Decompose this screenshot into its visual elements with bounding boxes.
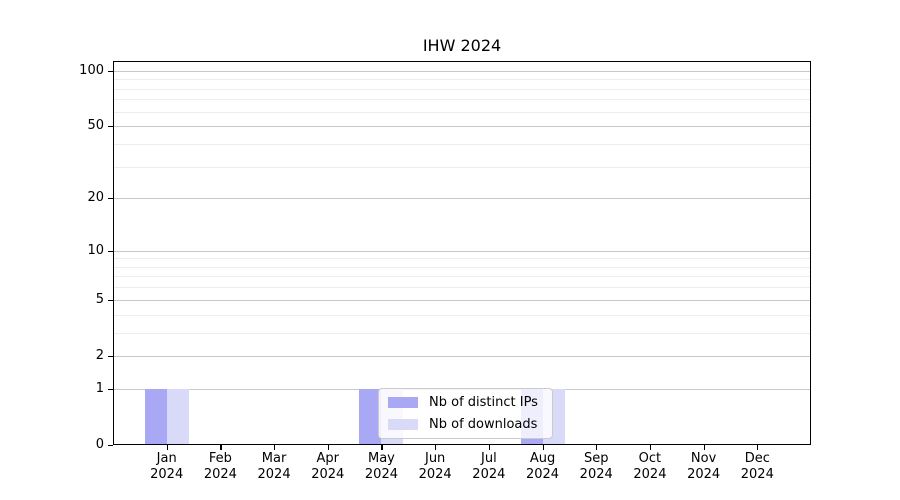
x-tick-label: Jan 2024	[150, 451, 184, 482]
minor-gridline	[113, 258, 811, 260]
x-tick-mark	[488, 445, 491, 450]
minor-gridline	[113, 266, 811, 268]
y-tick-mark	[108, 198, 113, 200]
x-tick-label: Apr 2024	[311, 451, 345, 482]
x-tick-label: Jul 2024	[472, 451, 506, 482]
y-tick-label: 50	[87, 118, 104, 134]
minor-gridline	[113, 99, 811, 101]
bar-downloads	[166, 388, 189, 445]
x-tick-mark	[327, 445, 329, 450]
major-gridline	[113, 355, 811, 357]
major-gridline	[113, 70, 811, 72]
x-tick-mark	[220, 445, 222, 450]
x-tick-label: Jun 2024	[418, 451, 452, 482]
minor-gridline	[113, 111, 811, 113]
minor-gridline	[113, 276, 811, 278]
x-tick-mark	[166, 445, 168, 450]
legend-swatch-distinct-ips	[388, 397, 418, 408]
x-tick-label: Nov 2024	[687, 451, 721, 482]
legend-label: Nb of distinct IPs	[429, 395, 538, 410]
x-tick-mark	[596, 445, 598, 450]
x-tick-label: May 2024	[364, 451, 398, 482]
bar-distinct-ips	[359, 388, 382, 445]
y-tick-label: 20	[87, 190, 104, 206]
y-tick-mark	[108, 388, 113, 390]
legend: Nb of distinct IPs Nb of downloads	[378, 388, 553, 439]
x-tick-mark	[435, 445, 437, 450]
minor-gridline	[113, 287, 811, 289]
x-tick-label: Feb 2024	[203, 451, 237, 482]
y-tick-mark	[108, 126, 113, 128]
legend-swatch-downloads	[388, 419, 418, 430]
major-gridline	[113, 126, 811, 128]
x-tick-label: Oct 2024	[633, 451, 667, 482]
x-tick-mark	[649, 445, 652, 450]
y-tick-label: 0	[95, 437, 104, 452]
y-tick-mark	[108, 299, 113, 301]
x-tick-label: Dec 2024	[740, 451, 774, 482]
minor-gridline	[113, 314, 811, 316]
bar-distinct-ips	[144, 388, 167, 445]
x-tick-mark	[757, 445, 759, 450]
x-tick-mark	[542, 445, 544, 450]
y-tick-mark	[108, 355, 113, 358]
x-tick-mark	[381, 445, 383, 450]
major-gridline	[113, 198, 811, 200]
chart-title: IHW 2024	[422, 36, 502, 55]
y-tick-label: 10	[87, 242, 104, 258]
y-tick-label: 1	[95, 380, 104, 396]
minor-gridline	[113, 79, 811, 81]
y-tick-label: 2	[95, 347, 104, 363]
minor-gridline	[113, 166, 811, 168]
x-tick-mark	[703, 445, 705, 450]
minor-gridline	[113, 88, 811, 90]
major-gridline	[113, 299, 811, 301]
major-gridline	[113, 250, 811, 252]
x-tick-label: Aug 2024	[525, 451, 560, 482]
x-tick-label: Sep 2024	[579, 451, 613, 482]
x-tick-label: Mar 2024	[257, 451, 291, 482]
y-tick-mark	[108, 70, 113, 72]
legend-row: Nb of downloads	[388, 417, 543, 432]
plot-area	[113, 61, 811, 445]
x-tick-mark	[274, 445, 276, 450]
y-tick-mark	[108, 445, 113, 447]
legend-row: Nb of distinct IPs	[388, 395, 543, 410]
y-tick-mark	[108, 250, 113, 252]
y-tick-label: 5	[95, 291, 104, 307]
minor-gridline	[113, 332, 811, 334]
y-tick-label: 100	[79, 62, 104, 78]
legend-label: Nb of downloads	[429, 417, 538, 432]
minor-gridline	[113, 143, 811, 145]
